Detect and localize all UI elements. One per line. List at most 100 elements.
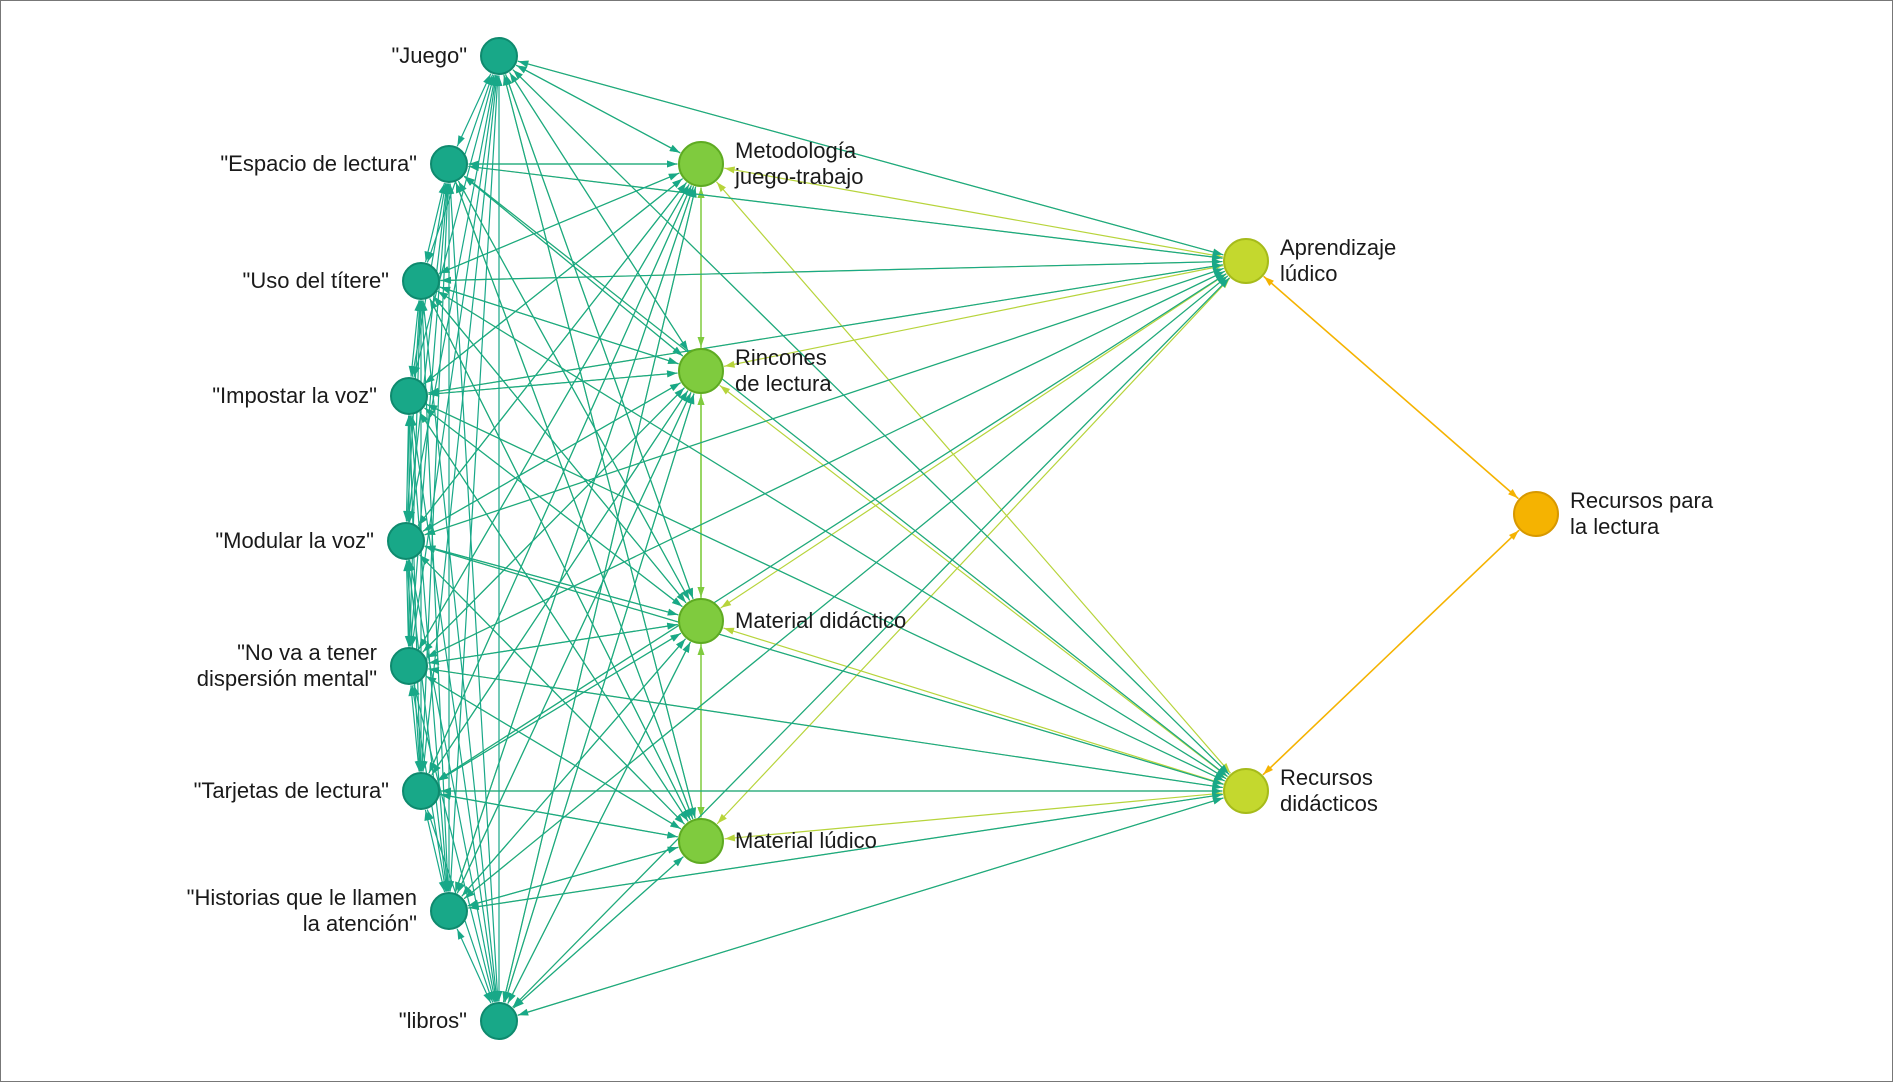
arrowhead xyxy=(670,633,680,641)
edge xyxy=(419,185,689,649)
edge xyxy=(440,287,678,364)
edge xyxy=(464,276,1227,898)
node-L8 xyxy=(481,1003,517,1039)
edge xyxy=(510,73,688,351)
arrowhead xyxy=(667,370,677,377)
edge xyxy=(429,373,677,394)
edge xyxy=(418,183,686,525)
arrowhead xyxy=(457,929,464,940)
node-M0 xyxy=(679,142,723,186)
arrowhead xyxy=(668,357,679,364)
arrowhead xyxy=(720,386,730,395)
arrowhead xyxy=(725,361,735,368)
arrowhead xyxy=(439,881,446,892)
edge xyxy=(439,173,678,273)
edge xyxy=(429,625,678,663)
node-M1 xyxy=(679,349,723,393)
arrowhead xyxy=(698,395,705,405)
diagram-frame: "Juego" "Espacio de lectura" "Uso del títe… xyxy=(0,0,1893,1082)
arrowhead xyxy=(667,161,677,168)
edge xyxy=(429,669,1222,788)
edge xyxy=(721,274,1226,608)
edge xyxy=(425,546,678,614)
arrowhead xyxy=(670,383,680,391)
edge xyxy=(724,628,1223,784)
edge xyxy=(513,70,1229,774)
node-label-L5: "No va a tener dispersión mental" xyxy=(197,640,377,693)
arrowhead xyxy=(425,375,435,384)
node-C0 xyxy=(1514,492,1558,536)
node-L6 xyxy=(403,773,439,809)
node-label-L1: "Espacio de lectura" xyxy=(220,151,417,177)
edge xyxy=(720,386,1227,777)
node-label-M0: Metodología juego-trabajo xyxy=(735,138,863,191)
edge xyxy=(455,187,693,892)
node-L2 xyxy=(403,263,439,299)
node-label-L3: "Impostar la voz" xyxy=(212,383,377,409)
edge xyxy=(441,262,1222,281)
node-label-R1: Recursos didácticos xyxy=(1280,765,1378,818)
arrowhead xyxy=(724,628,735,635)
edge xyxy=(438,292,1226,779)
edge xyxy=(505,394,694,1002)
edge xyxy=(425,269,1223,535)
node-L7 xyxy=(431,893,467,929)
edge xyxy=(468,847,678,905)
arrowhead xyxy=(725,834,735,841)
arrowhead xyxy=(725,167,735,174)
edge xyxy=(423,76,497,771)
arrowhead xyxy=(667,832,677,839)
arrowhead xyxy=(670,821,680,829)
node-label-L2: "Uso del títere" xyxy=(243,268,389,294)
node-L3 xyxy=(391,378,427,414)
arrowhead xyxy=(413,685,420,696)
node-label-L4: "Modular la voz" xyxy=(215,528,374,554)
arrowhead xyxy=(668,173,679,180)
arrowhead xyxy=(683,642,691,653)
arrowhead xyxy=(457,135,464,146)
arrowhead xyxy=(518,1009,529,1016)
node-label-L8: "libros" xyxy=(399,1008,467,1034)
edge xyxy=(429,186,691,773)
node-M2 xyxy=(679,599,723,643)
edge xyxy=(513,278,1229,1007)
arrowhead xyxy=(698,645,705,655)
edge xyxy=(517,65,680,152)
edges-group xyxy=(403,61,1519,1016)
node-L5 xyxy=(391,648,427,684)
edge xyxy=(457,929,490,1003)
edge xyxy=(457,74,490,146)
arrowhead xyxy=(667,609,678,616)
node-label-M2: Material didáctico xyxy=(735,608,906,634)
arrowhead xyxy=(721,599,731,607)
node-R0 xyxy=(1224,239,1268,283)
edge xyxy=(425,547,1223,784)
arrowhead xyxy=(1212,798,1223,805)
node-M3 xyxy=(679,819,723,863)
node-label-M3: Material lúdico xyxy=(735,828,877,854)
node-L4 xyxy=(388,523,424,559)
node-L1 xyxy=(431,146,467,182)
edge xyxy=(1264,277,1518,498)
node-label-L6: "Tarjetas de lectura" xyxy=(194,778,389,804)
arrowhead xyxy=(667,623,677,630)
edge xyxy=(717,182,1231,773)
node-label-R0: Aprendizaje lúdico xyxy=(1280,235,1396,288)
node-label-M1: Rincones de lectura xyxy=(735,345,832,398)
edge xyxy=(462,639,685,896)
node-R1 xyxy=(1224,769,1268,813)
arrowhead xyxy=(698,188,705,198)
arrowhead xyxy=(517,65,527,73)
edge xyxy=(506,75,693,599)
edge xyxy=(508,642,690,1003)
arrowhead xyxy=(483,992,490,1003)
arrowhead xyxy=(669,145,679,153)
node-label-L0: "Juego" xyxy=(391,43,467,69)
node-label-C0: Recursos para la lectura xyxy=(1570,488,1713,541)
node-label-L7: "Historias que le llamen la atención" xyxy=(187,885,417,938)
edge xyxy=(420,413,688,821)
edge xyxy=(450,76,498,891)
edge xyxy=(1263,531,1518,775)
edge xyxy=(456,183,693,819)
node-L0 xyxy=(481,38,517,74)
